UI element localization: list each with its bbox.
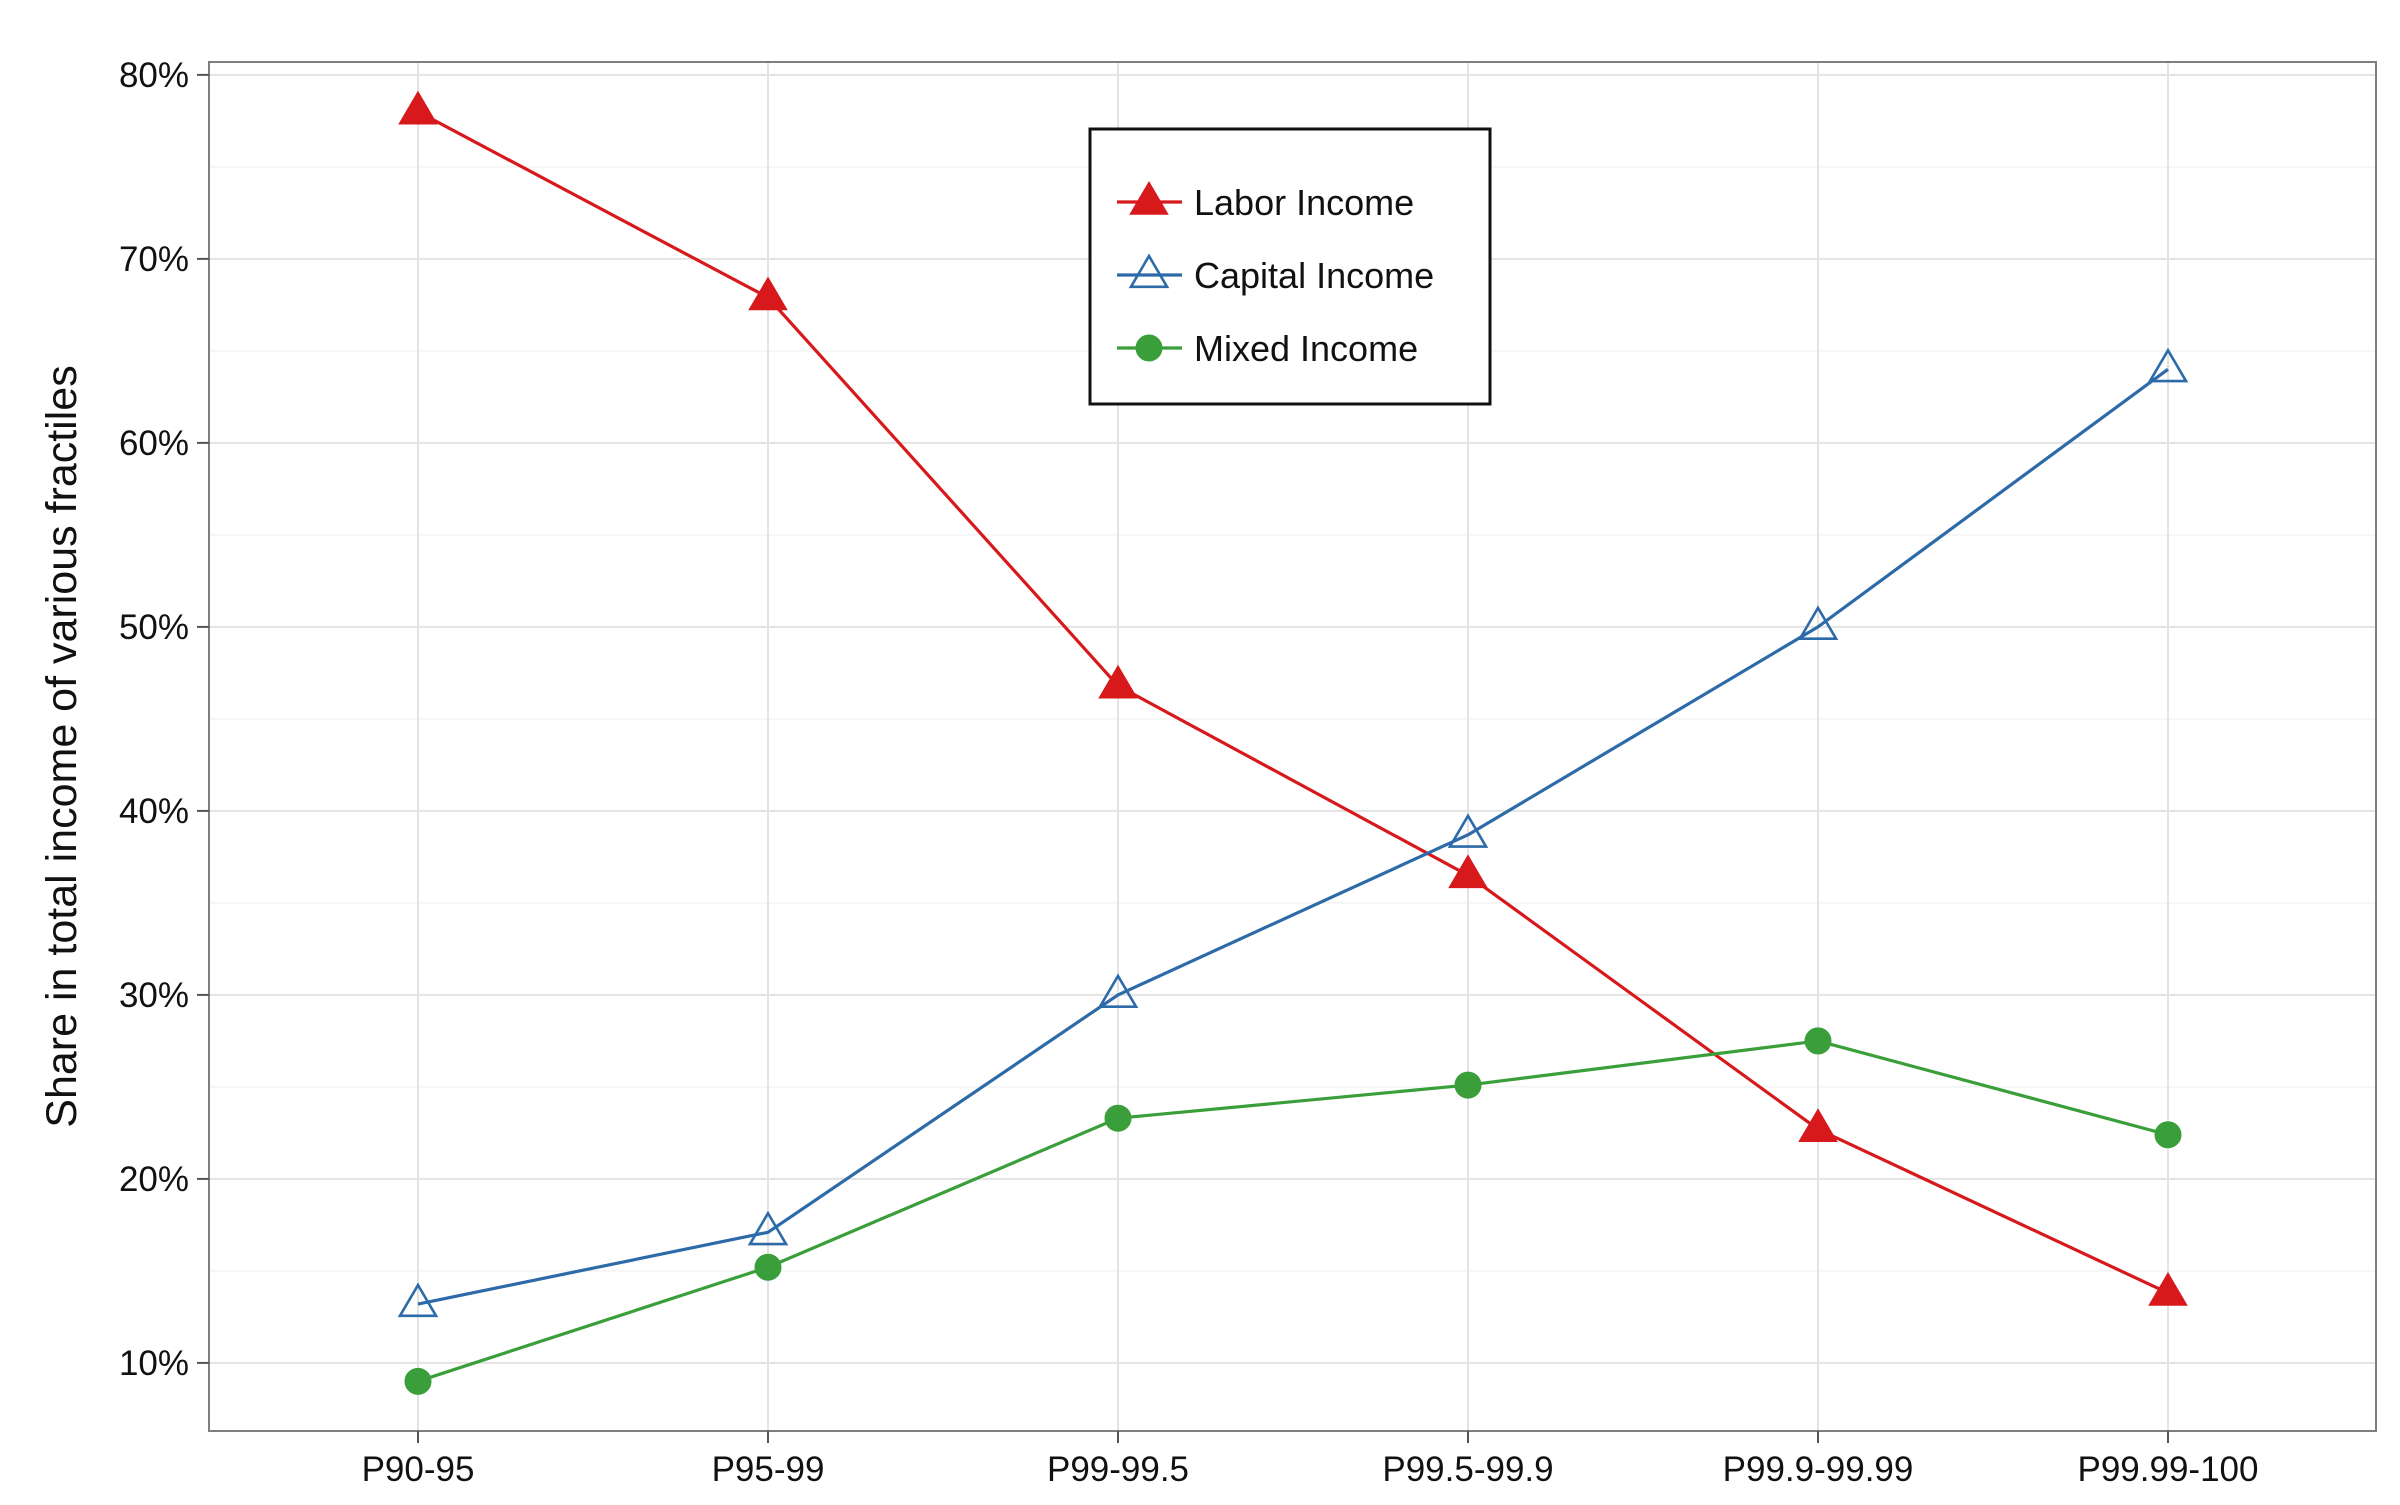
legend-label: Mixed Income xyxy=(1194,328,1418,369)
data-point xyxy=(1104,1104,1132,1132)
data-point xyxy=(1797,605,1839,640)
y-tick-label: 10% xyxy=(119,1344,189,1383)
legend-marker xyxy=(1129,181,1169,215)
series-group xyxy=(397,90,2189,1395)
data-point xyxy=(1097,973,1139,1008)
x-tick-label: P90-95 xyxy=(362,1450,475,1489)
series-labor-income xyxy=(398,90,2188,1306)
legend-label: Capital Income xyxy=(1194,255,1434,296)
series-mixed-income xyxy=(404,1027,2182,1395)
data-point xyxy=(398,90,438,125)
series-line xyxy=(417,110,2169,1295)
legend-item: Mixed Income xyxy=(1117,328,1418,369)
y-tick-label: 20% xyxy=(119,1160,189,1199)
data-point xyxy=(1804,1027,1832,1055)
legend: Labor Income Capital Income Mixed Income xyxy=(1088,127,1492,406)
legend-item: Labor Income xyxy=(1117,181,1414,223)
y-tick-label: 50% xyxy=(119,608,189,647)
data-point xyxy=(1098,664,1138,699)
y-axis-title: Share in total income of various fractil… xyxy=(38,365,86,1127)
plot-border xyxy=(208,61,2377,1432)
data-point xyxy=(2147,347,2189,383)
data-point xyxy=(748,276,788,311)
series-capital-income xyxy=(397,347,2189,1318)
data-point xyxy=(1448,854,1488,889)
y-tick-label: 40% xyxy=(119,792,189,831)
y-tick-label: 30% xyxy=(119,976,189,1015)
y-tick-label: 70% xyxy=(119,240,189,279)
data-point xyxy=(754,1253,782,1281)
legend-marker xyxy=(1128,253,1170,289)
data-point xyxy=(404,1367,432,1395)
axes: 10% 20% 30% 40% 50% 60% 70% 80% P90-95 P95-99 P99-… xyxy=(119,56,2259,1489)
y-tick-label: 60% xyxy=(119,424,189,463)
data-point xyxy=(1447,813,1489,848)
legend-marker xyxy=(1135,334,1163,362)
series-line xyxy=(417,368,2169,1306)
data-point xyxy=(2148,1272,2188,1306)
data-point xyxy=(397,1282,439,1318)
x-tick-label: P99.9-99.99 xyxy=(1723,1450,1914,1489)
legend-item: Capital Income xyxy=(1117,253,1434,296)
x-tick-label: P99.99-100 xyxy=(2078,1450,2259,1489)
data-point xyxy=(1798,1108,1838,1143)
x-tick-label: P95-99 xyxy=(712,1450,825,1489)
x-tick-label: P99-99.5 xyxy=(1047,1450,1189,1489)
legend-label: Labor Income xyxy=(1194,182,1414,223)
data-point xyxy=(747,1210,789,1246)
series-line xyxy=(417,1039,2169,1383)
x-tick-label: P99.5-99.9 xyxy=(1382,1450,1553,1489)
data-point xyxy=(2154,1121,2182,1149)
data-point xyxy=(1454,1071,1482,1099)
grid-lines xyxy=(209,62,2376,1431)
y-tick-label: 80% xyxy=(119,56,189,95)
